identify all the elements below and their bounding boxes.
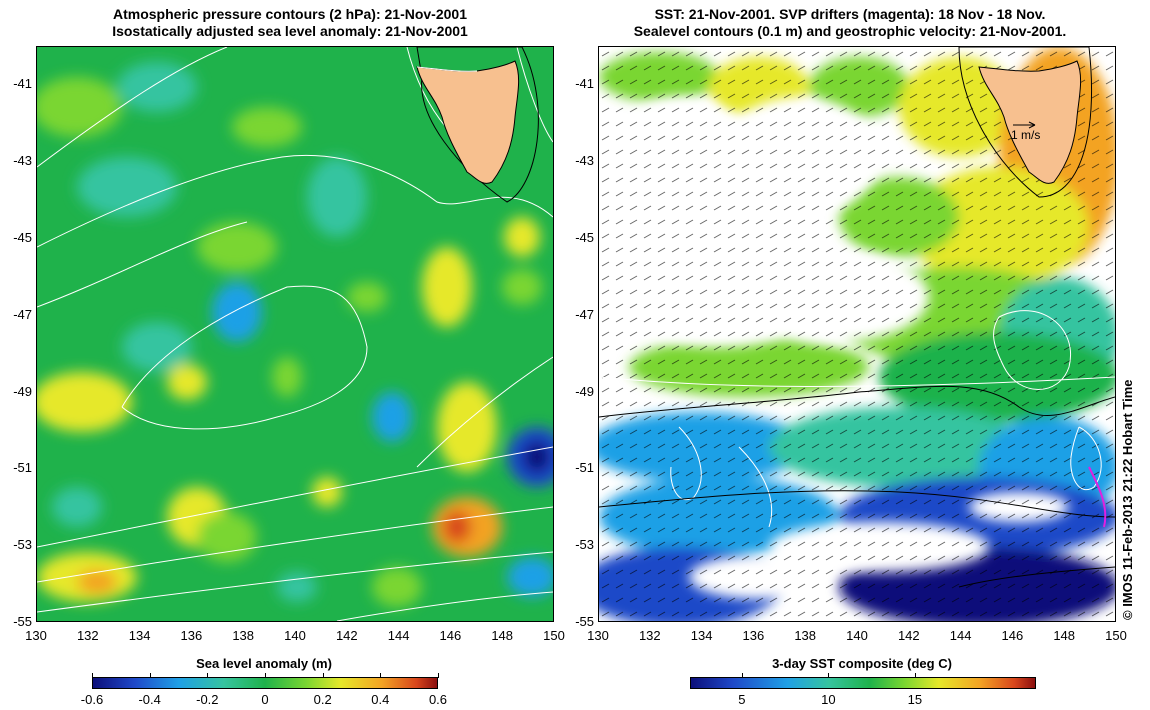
- right-lat-tick-label: -49: [575, 383, 594, 399]
- left-colorbar-tick-label: -0.6: [80, 692, 104, 707]
- svp-drifter-track: [1088, 466, 1107, 528]
- velocity-scale-arrow: 1 m/s: [1011, 121, 1040, 142]
- right-colorbar-tick-label: 10: [821, 692, 836, 707]
- right-lon-tick-label: 150: [1105, 628, 1127, 643]
- sea-level-anomaly-colorbar: [92, 677, 438, 689]
- right-panel-title: SST: 21-Nov-2001. SVP drifters (magenta)…: [600, 6, 1100, 40]
- tasmania-land: [416, 60, 520, 184]
- right-lat-tick-label: -41: [575, 76, 594, 92]
- land-contour: [416, 66, 478, 72]
- left-colorbar-tick-label: -0.2: [196, 692, 219, 707]
- left-colorbar-title: Sea level anomaly (m): [196, 656, 332, 671]
- left-colorbar-tick: [322, 673, 324, 678]
- left-colorbar-tick-label: 0.2: [313, 692, 332, 707]
- left-colorbar-tick: [265, 673, 266, 678]
- left-title-line2: Isostatically adjusted sea level anomaly…: [112, 23, 468, 39]
- left-colorbar-tick: [438, 673, 439, 678]
- sea-level-anomaly-svg: [37, 47, 553, 621]
- right-lon-tick-label: 144: [949, 628, 972, 643]
- right-lat-tick-label: -45: [575, 230, 594, 245]
- right-lon-tick-label: 140: [846, 628, 868, 643]
- right-lon-tick-label: 146: [1001, 628, 1024, 643]
- left-lon-tick-label: 132: [76, 628, 99, 643]
- left-lon-tick-label: 130: [25, 628, 47, 643]
- left-colorbar-tick-label: 0: [261, 692, 269, 707]
- left-colorbar-tick: [380, 673, 382, 678]
- right-lon-tick-label: 136: [742, 628, 765, 643]
- right-lat-tick-label: -55: [575, 614, 594, 629]
- right-lon-tick-label: 132: [638, 628, 661, 643]
- left-lon-tick-label: 146: [439, 628, 462, 643]
- velocity-streaks: [599, 385, 1115, 588]
- sea-level-contours: [599, 310, 1115, 528]
- bathymetry-contour: [416, 47, 539, 203]
- scale-arrow-label: 1 m/s: [1011, 128, 1040, 142]
- right-lat-tick-label: -53: [575, 537, 594, 553]
- right-title-line2: Sealevel contours (0.1 m) and geostrophi…: [633, 23, 1067, 39]
- right-lon-tick-label: 130: [587, 628, 609, 643]
- right-lon-tick-label: 138: [794, 628, 817, 643]
- left-lat-tick-label: -43: [13, 153, 32, 169]
- left-lon-tick-label: 138: [232, 628, 255, 643]
- right-colorbar-title: 3-day SST composite (deg C): [772, 656, 952, 671]
- right-lat-tick-label: -47: [575, 306, 594, 322]
- right-lat-tick-label: -43: [575, 153, 594, 169]
- left-colorbar-tick-label: -0.4: [138, 692, 161, 707]
- left-panel-title: Atmospheric pressure contours (2 hPa): 2…: [60, 6, 520, 40]
- left-lat-tick-label: -49: [13, 383, 32, 399]
- left-colorbar-tick: [149, 673, 151, 678]
- sst-svg: 1 m/s: [599, 47, 1115, 621]
- left-colorbar-tick: [92, 673, 93, 678]
- left-lon-tick-label: 142: [335, 628, 358, 643]
- right-lon-tick-label: 148: [1053, 628, 1076, 643]
- right-title-line1: SST: 21-Nov-2001. SVP drifters (magenta)…: [654, 6, 1046, 22]
- sst-bathymetry-contour: [958, 47, 1092, 198]
- left-lon-tick-label: 148: [491, 628, 514, 643]
- right-colorbar-tick-label: 15: [907, 692, 923, 707]
- sea-level-anomaly-map: [36, 46, 554, 622]
- left-lon-tick-label: 140: [284, 628, 306, 643]
- left-lat-tick-label: -41: [13, 76, 32, 92]
- right-lat-tick-label: -51: [575, 460, 594, 476]
- right-colorbar-tick: [741, 673, 743, 678]
- left-lat-tick-label: -55: [13, 614, 32, 629]
- left-lat-tick-label: -47: [13, 306, 32, 322]
- left-title-line1: Atmospheric pressure contours (2 hPa): 2…: [113, 6, 467, 22]
- left-lon-tick-label: 144: [387, 628, 410, 643]
- left-lon-tick-label: 136: [180, 628, 203, 643]
- anomaly-blobs: [37, 62, 553, 607]
- right-colorbar-tick-label: 5: [738, 692, 746, 707]
- left-lat-tick-label: -51: [13, 460, 32, 476]
- left-lon-tick-label: 150: [543, 628, 565, 643]
- sst-map: 1 m/s: [598, 46, 1116, 622]
- sst-colorbar: [690, 677, 1036, 689]
- right-colorbar-tick: [828, 673, 830, 678]
- right-lon-tick-label: 142: [897, 628, 920, 643]
- left-lon-tick-label: 134: [128, 628, 151, 643]
- left-colorbar-tick-label: 0.6: [428, 692, 448, 707]
- left-colorbar-tick: [207, 673, 209, 678]
- left-lat-tick-label: -53: [13, 537, 32, 553]
- pressure-contours: [37, 47, 553, 621]
- left-lat-tick-label: -45: [13, 230, 32, 245]
- right-colorbar-tick: [914, 673, 916, 678]
- copyright-notice: © IMOS 11-Feb-2013 21:22 Hobart Time: [1120, 379, 1135, 620]
- right-lon-tick-label: 134: [690, 628, 713, 643]
- left-colorbar-tick-label: 0.4: [371, 692, 390, 707]
